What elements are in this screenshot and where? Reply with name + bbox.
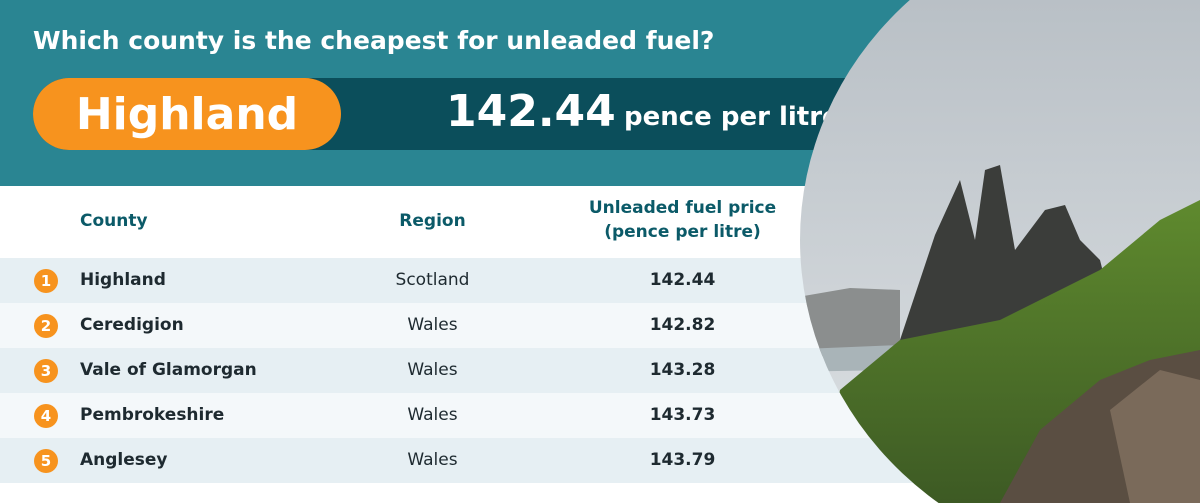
region: Wales: [407, 315, 458, 335]
highlight-value: 142.44: [446, 86, 616, 137]
title: Which county is the cheapest for unleade…: [33, 26, 715, 55]
highlight-unit: pence per litre: [624, 102, 840, 132]
region: Wales: [407, 360, 458, 380]
column-header: County: [80, 211, 148, 231]
region: Wales: [407, 450, 458, 470]
price: 142.82: [649, 315, 716, 335]
county: Pembrokeshire: [80, 405, 225, 425]
price: 143.73: [649, 405, 716, 425]
column-header: Region: [399, 211, 466, 231]
price: 142.44: [649, 270, 716, 290]
highlight-county: Highland: [33, 78, 341, 150]
county: Vale of Glamorgan: [80, 360, 257, 380]
region: Wales: [407, 405, 458, 425]
region: Scotland: [395, 270, 470, 290]
column-header: Unleaded fuel price (pence per litre): [588, 198, 777, 242]
county: Anglesey: [80, 450, 168, 470]
county: Ceredigion: [80, 315, 184, 335]
rank: 1: [34, 269, 58, 293]
rank: 2: [34, 314, 58, 338]
county: Highland: [80, 270, 166, 290]
price: 143.79: [649, 450, 716, 470]
price: 143.28: [649, 360, 716, 380]
rank: 3: [34, 359, 58, 383]
rank: 4: [34, 404, 58, 428]
rank: 5: [34, 449, 58, 473]
